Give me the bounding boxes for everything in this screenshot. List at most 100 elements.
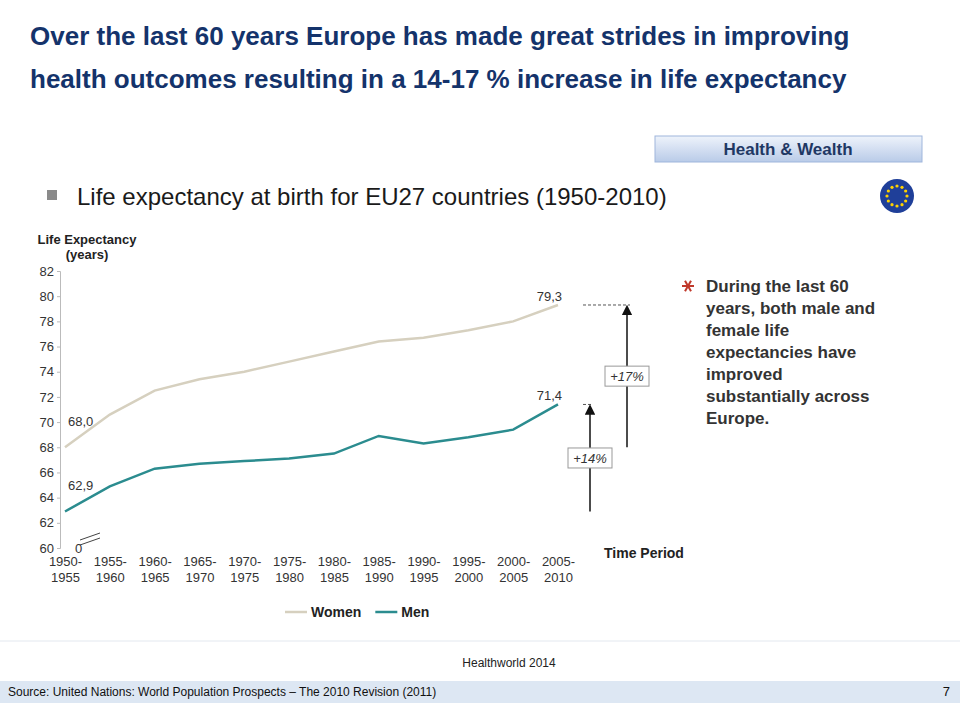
- x-tick: 1960-1965: [139, 548, 172, 585]
- y-axis-title-line: Life Expectancy: [38, 232, 138, 247]
- x-tick-label-line: 1995: [410, 570, 439, 585]
- series-line: [65, 404, 558, 511]
- x-tick-label-line: 1980-: [318, 554, 351, 569]
- x-tick: 1990-1995: [407, 548, 440, 585]
- x-tick-label: 1990-1995: [407, 554, 440, 585]
- annotation-guide: [583, 404, 593, 405]
- x-tick-label-line: 2000-: [497, 554, 530, 569]
- x-tick-label-line: 1985-: [363, 554, 396, 569]
- eu-flag-disc: [880, 179, 914, 213]
- y-tick: 70: [40, 415, 60, 430]
- x-axis-title: Time Period: [604, 545, 684, 561]
- y-tick: 66: [40, 465, 60, 480]
- y-tick: 62: [40, 515, 60, 530]
- page-number: 7: [943, 684, 950, 699]
- data-label: 68,0: [68, 414, 93, 429]
- x-tick-label-line: 2010: [544, 570, 573, 585]
- x-tick-label: 1980-1985: [318, 554, 351, 585]
- y-tick-mark: [57, 271, 60, 272]
- title-line: health outcomes resulting in a 14-17 % i…: [30, 64, 847, 94]
- x-tick: 1985-1990: [363, 548, 396, 585]
- x-tick-label-line: 1965-: [183, 554, 216, 569]
- x-tick-label-line: 1985: [320, 570, 349, 585]
- note-bullet-stroke: [685, 281, 691, 291]
- y-tick: 68: [40, 440, 60, 455]
- note-line: substantially across: [706, 387, 869, 406]
- x-tick-label-line: 1955: [51, 570, 80, 585]
- x-tick: 1995-2000: [452, 548, 485, 585]
- annotation-label: +17%: [610, 369, 644, 384]
- note-line: female life: [706, 321, 789, 340]
- y-tick-label: 74: [40, 364, 54, 379]
- annotation-box: [568, 448, 612, 468]
- y-axis: 606264666870727476788082: [40, 264, 61, 556]
- y-tick-label: 68: [40, 440, 54, 455]
- x-tick: 1955-1960: [94, 548, 127, 585]
- annotation-guide: [583, 304, 630, 305]
- y-tick: 76: [40, 339, 60, 354]
- x-tick-label-line: 1960-: [139, 554, 172, 569]
- x-tick-label: 1995-2000: [452, 554, 485, 585]
- y-axis-line: [57, 272, 61, 549]
- footer: Healthworld 2014: [462, 656, 556, 670]
- y-tick-mark: [57, 472, 60, 473]
- x-tick-label: 1965-1970: [183, 554, 216, 585]
- x-tick-label-line: 1975: [230, 570, 259, 585]
- y-axis-title: Life Expectancy(years): [38, 232, 138, 262]
- x-tick-label: 1960-1965: [139, 554, 172, 585]
- eu-flag-star: [890, 186, 893, 189]
- subtitle-bullet: [47, 190, 57, 200]
- annotation: +17%: [583, 305, 649, 447]
- legend-swatch: [375, 611, 397, 614]
- eu-flag-star: [890, 203, 893, 206]
- note-line: Europe.: [706, 409, 769, 428]
- y-tick: 82: [40, 264, 60, 279]
- subtitle: Life expectancy at birth for EU27 countr…: [77, 183, 667, 210]
- x-tick-label: 1955-1960: [94, 554, 127, 585]
- x-tick-label-line: 2000: [454, 570, 483, 585]
- x-tick-label-line: 1975-: [273, 554, 306, 569]
- legend-label: Men: [401, 604, 429, 620]
- y-tick-mark: [57, 422, 60, 423]
- source-band: [0, 681, 960, 703]
- eu-flag-star: [900, 203, 903, 206]
- x-tick: 2000-2005: [497, 548, 530, 585]
- legend-swatch: [285, 611, 307, 614]
- x-tick-label-line: 1970: [185, 570, 214, 585]
- eu-flag-star: [904, 199, 907, 202]
- note-bullet: [682, 281, 694, 291]
- eu-flag-star: [905, 194, 908, 197]
- source: Source: United Nations: World Population…: [8, 685, 436, 699]
- note-line: expectancies have: [706, 343, 856, 362]
- x-tick-label: 1985-1990: [363, 554, 396, 585]
- annotation-box: [605, 366, 649, 386]
- y-tick-mark: [57, 498, 60, 499]
- eu-flag-star: [895, 204, 898, 207]
- x-tick-label-line: 1950-: [49, 554, 82, 569]
- title: Over the last 60 years Europe has made g…: [30, 21, 849, 94]
- note-line: improved: [706, 365, 783, 384]
- x-axis: 1950-19551955-19601960-19651965-19701970…: [49, 548, 575, 585]
- x-tick: 1970-1975: [228, 548, 261, 585]
- badge: Health & Wealth: [723, 140, 852, 159]
- y-tick-mark: [57, 296, 60, 297]
- eu-flag-star: [887, 189, 890, 192]
- x-tick: 1980-1985: [318, 548, 351, 585]
- y-tick: 80: [40, 289, 60, 304]
- y-tick-mark: [57, 372, 60, 373]
- y-tick-label: 72: [40, 390, 54, 405]
- note: During the last 60years, both male andfe…: [706, 277, 875, 428]
- axis-break-label: 0: [75, 541, 82, 556]
- series-line: [65, 305, 558, 447]
- y-tick-label: 66: [40, 465, 54, 480]
- footer-rule: [0, 641, 960, 642]
- y-tick-label: 82: [40, 264, 54, 279]
- x-tick-label-line: 1970-: [228, 554, 261, 569]
- eu-flag-star: [900, 186, 903, 189]
- plot-area: [65, 305, 558, 511]
- y-tick-mark: [57, 347, 60, 348]
- y-tick-mark: [57, 523, 60, 524]
- y-tick-mark: [57, 548, 60, 549]
- x-tick-label-line: 1980: [275, 570, 304, 585]
- x-tick-label: 1950-1955: [49, 554, 82, 585]
